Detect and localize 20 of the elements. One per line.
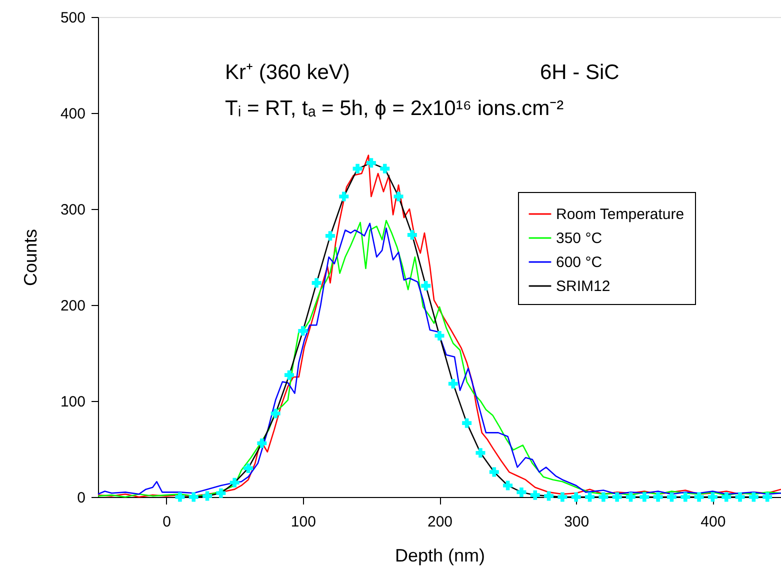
y-tick-label: 300 [60,202,86,218]
annotation: Tᵢ = RT, tₐ = 5h, ϕ = 2x10¹⁶ ions.cm⁻² [225,97,564,120]
y-tick-label: 500 [60,10,86,26]
y-tick-label: 400 [60,106,86,122]
legend-label: 350 °C [556,230,602,247]
y-axis-title: Counts [20,228,40,286]
legend-label: SRIM12 [556,278,610,295]
x-axis-title: Depth (nm) [394,546,486,566]
x-tick-label: 200 [427,514,453,530]
x-tick-label: 300 [564,514,590,530]
y-tick-label: 200 [60,298,86,314]
y-tick-label: 0 [77,490,86,506]
annotation: 6H - SiC [540,61,620,84]
x-tick-label: 400 [700,514,726,530]
y-tick-label: 100 [60,394,86,410]
legend-label: 600 °C [556,254,602,271]
x-tick-label: 0 [162,514,171,530]
x-tick-label: 100 [290,514,316,530]
legend-label: Room Temperature [556,206,684,223]
annotation: Kr⁺ (360 keV) [225,61,350,84]
